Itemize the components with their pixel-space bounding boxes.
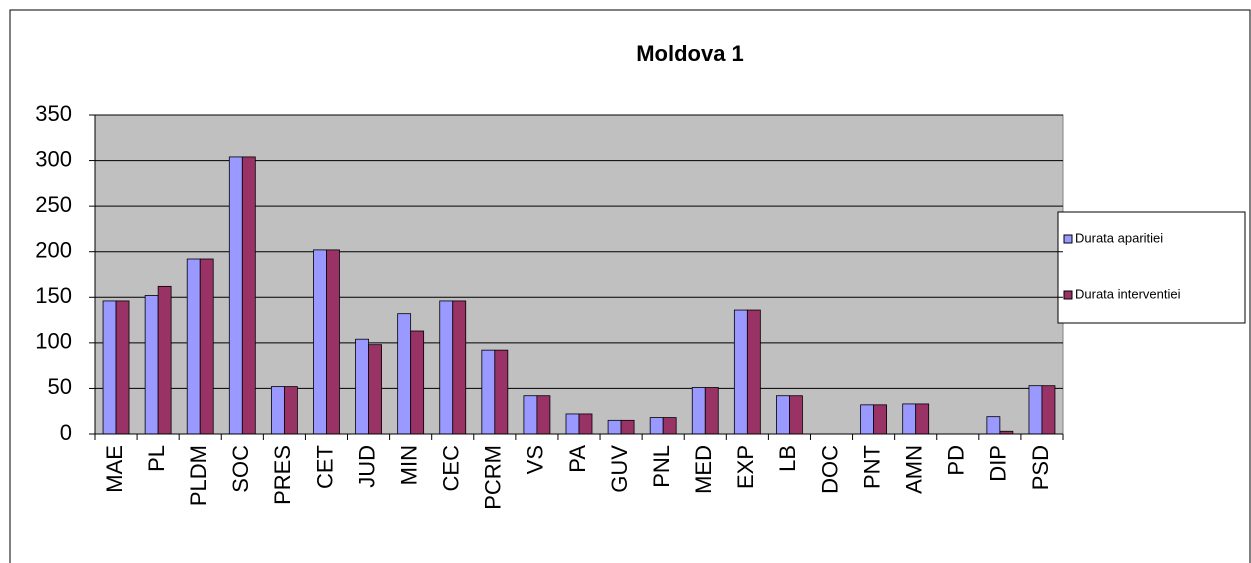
bar [481,349,496,435]
bar [649,417,664,435]
bar [397,313,412,435]
bar [199,258,214,435]
x-tick-label: JUD [354,445,379,488]
x-tick-label: VS [523,445,548,474]
x-tick-label: MED [691,445,716,494]
legend: Durata aparitiei Durata interventiei [1057,211,1246,324]
x-tick-label: SOC [228,445,253,493]
bar [523,395,538,435]
legend-swatch [1063,234,1073,244]
bar [270,386,285,435]
bar [746,309,761,435]
bar [283,386,298,435]
bar [494,349,509,435]
bar [662,417,677,435]
chart-title: Moldova 1 [636,41,744,66]
y-tick-label: 150 [35,283,72,308]
bar [620,419,635,435]
x-tick-label: PNL [649,445,674,488]
bar [410,330,425,435]
y-tick-label: 0 [60,420,72,445]
bar [607,419,622,435]
x-tick-label: PA [565,445,590,473]
bar [789,395,803,435]
bar [704,387,719,435]
bar [986,416,1001,435]
x-tick-label: DIP [986,445,1011,482]
x-tick-label: MAE [102,445,127,493]
bar [578,413,593,435]
legend-label: Durata interventiei [1075,286,1181,301]
bar [452,300,467,435]
bar [115,300,130,435]
bar [915,403,930,435]
bar [860,404,875,435]
x-tick-label: PD [944,445,969,476]
x-tick-label: AMN [902,445,927,494]
bar [326,249,340,435]
bar [241,156,256,435]
x-tick-label: CEC [439,445,464,492]
plot-area [94,114,1064,435]
y-tick-label: 100 [35,329,72,354]
x-tick-label: PRES [270,445,295,505]
legend-label: Durata aparitiei [1075,230,1163,245]
legend-box [1057,211,1246,324]
x-tick-label: DOC [817,445,842,494]
x-tick-label: PSD [1028,445,1053,490]
bar [102,300,117,435]
x-tick-label: LB [775,445,800,472]
bar [1028,385,1043,435]
x-tick-label: PLDM [186,445,211,506]
x-tick-label: CET [312,445,337,489]
x-tick-label: PCRM [481,445,506,510]
bar [313,249,327,435]
bar [228,156,243,435]
y-tick-label: 250 [35,192,72,217]
legend-swatch [1063,290,1073,300]
y-tick-label: 350 [35,101,72,126]
bar [186,258,201,435]
bar [902,403,917,435]
bar [157,285,172,435]
bar [873,404,888,435]
x-tick-label: PNT [859,445,884,489]
y-tick-label: 50 [48,374,72,399]
x-tick-label: MIN [396,445,421,485]
x-tick-label: PL [144,445,169,472]
bar [368,344,382,435]
bar [439,300,454,435]
bar [536,395,551,435]
x-tick-label: EXP [733,445,758,489]
bar [776,395,790,435]
bar [565,413,580,435]
bar [1041,385,1056,435]
y-tick-label: 200 [35,238,72,263]
bar [733,309,748,435]
bar [355,338,369,435]
x-tick-label: GUV [607,445,632,493]
y-tick-label: 300 [35,146,72,171]
bar [691,387,706,435]
bar [144,295,159,435]
